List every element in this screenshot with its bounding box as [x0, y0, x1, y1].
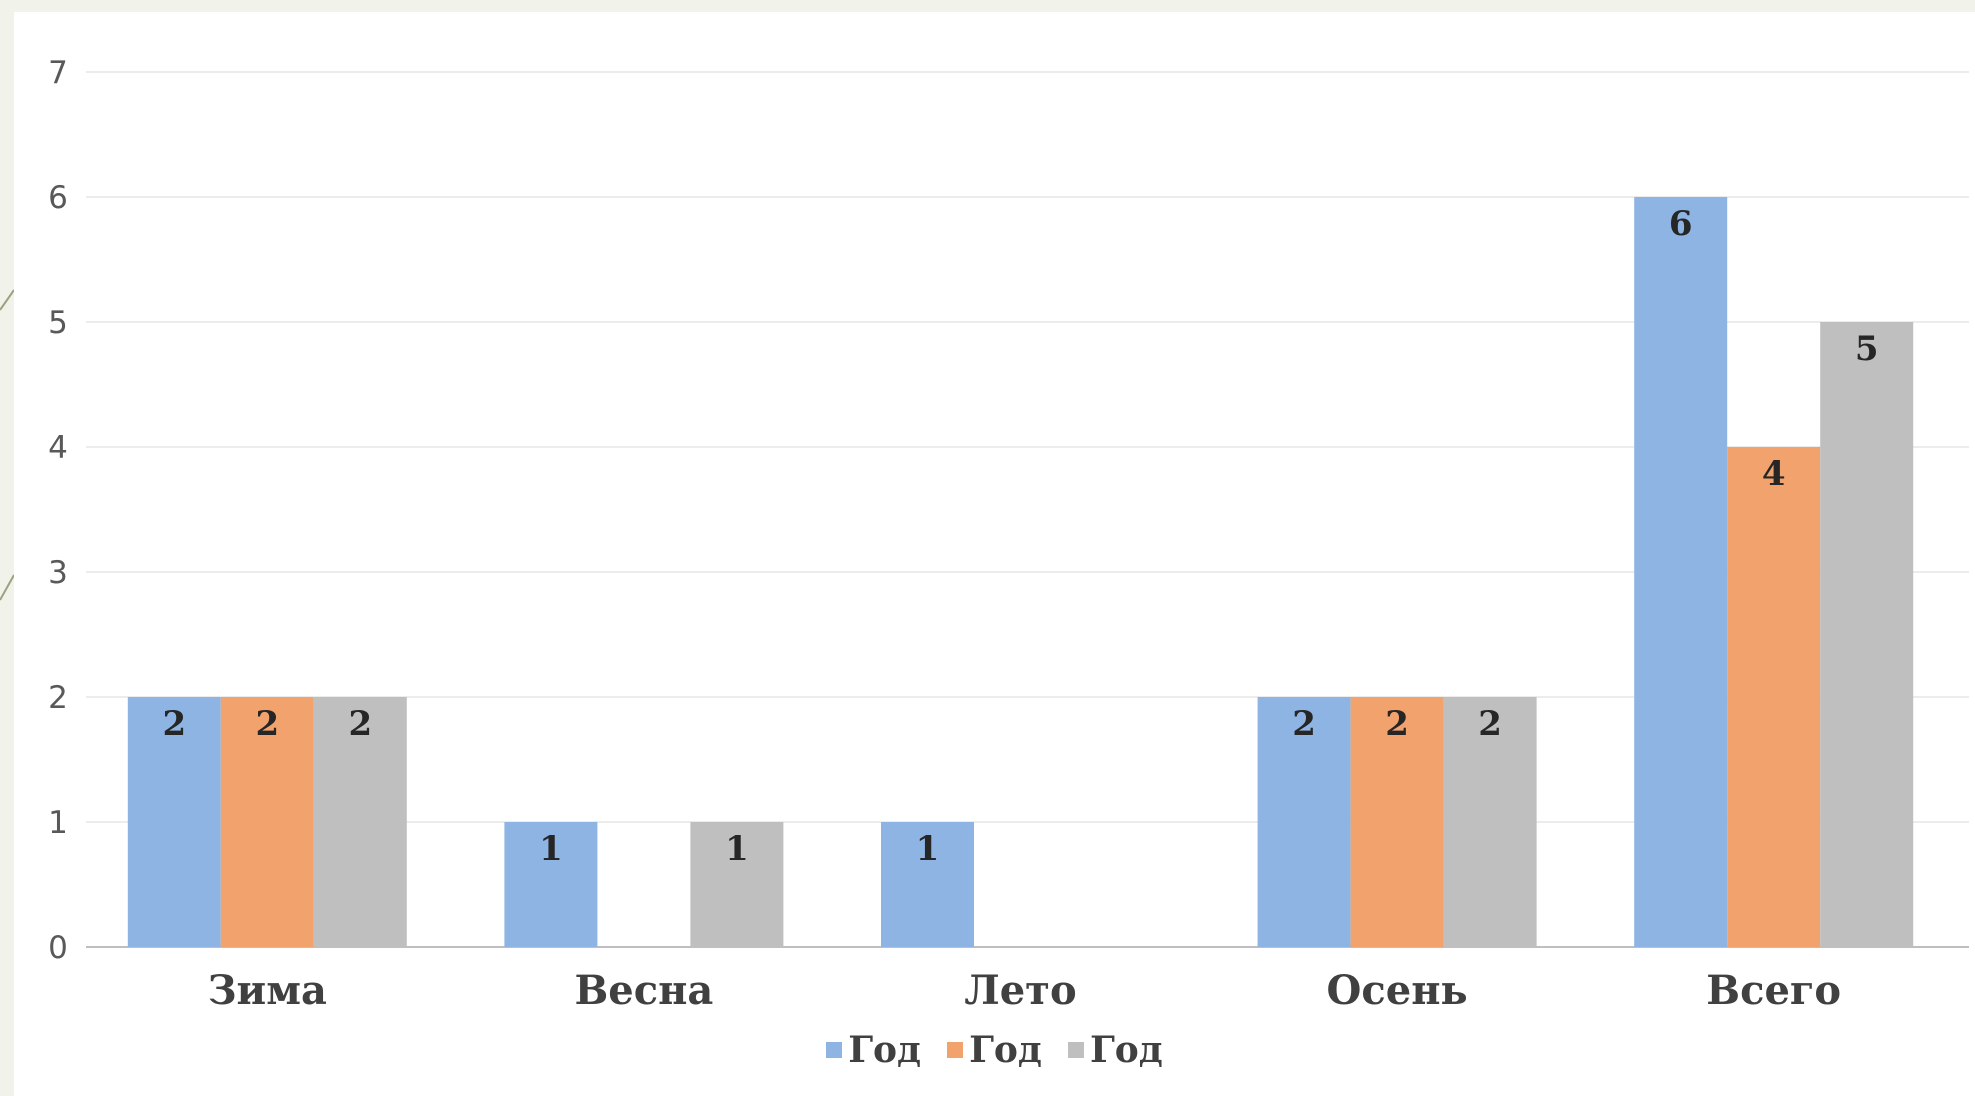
bar [220, 697, 314, 947]
x-category-label: Всего [1706, 967, 1841, 1014]
x-category-label: Весна [574, 967, 713, 1014]
x-category-label: Зима [208, 967, 327, 1014]
y-tick-label: 7 [48, 55, 68, 91]
bar-chart: 0 1 2 3 4 5 6 7 2 2 2 Зима 1 1 Весна 1 Лето 2 2 2 Осень 6 4 5 Вс… [48, 55, 1969, 1014]
bar [881, 822, 974, 947]
bar [1727, 447, 1821, 947]
legend-label: Год [969, 1029, 1042, 1071]
bar [127, 697, 221, 947]
decor-line [0, 574, 15, 601]
x-category-label: Осень [1327, 967, 1468, 1014]
y-tick-label: 4 [48, 430, 68, 466]
y-tick-label: 2 [48, 680, 68, 716]
legend-label: Год [848, 1029, 922, 1071]
data-label: 4 [1762, 454, 1786, 494]
decor-line [0, 289, 15, 311]
bar [1443, 697, 1537, 947]
bar [1350, 697, 1444, 947]
bar [1634, 197, 1728, 947]
y-tick-label: 3 [48, 555, 68, 591]
data-label: 2 [162, 704, 186, 744]
legend-swatch [1067, 1042, 1084, 1058]
y-tick-label: 0 [48, 930, 68, 966]
bar [690, 822, 784, 947]
data-label: 1 [916, 829, 940, 869]
legend-item: Год [826, 1029, 921, 1071]
legend-swatch [947, 1042, 964, 1058]
bar [1820, 322, 1914, 947]
y-tick-label: 6 [48, 180, 68, 216]
data-label: 2 [1292, 704, 1316, 744]
bar [504, 822, 598, 947]
data-label: 1 [725, 829, 749, 869]
data-label: 2 [1478, 704, 1502, 744]
data-label: 2 [348, 704, 372, 744]
legend-label: Год [1089, 1029, 1163, 1071]
legend-item: Год [947, 1029, 1042, 1071]
data-label: 2 [1385, 704, 1409, 744]
bar [313, 697, 407, 947]
data-label: 1 [539, 829, 563, 869]
legend-swatch [826, 1042, 843, 1058]
data-label: 6 [1669, 204, 1693, 244]
data-label: 5 [1855, 329, 1879, 369]
data-label: 2 [255, 704, 279, 744]
y-tick-label: 5 [48, 305, 68, 341]
legend: Год Год Год [14, 1029, 1975, 1071]
x-category-label: Лето [964, 967, 1076, 1014]
chart-area: 0 1 2 3 4 5 6 7 2 2 2 Зима 1 1 Весна 1 Лето 2 2 2 Осень 6 4 5 Вс… [14, 12, 1975, 1096]
legend-item: Год [1067, 1029, 1163, 1071]
y-tick-label: 1 [48, 805, 68, 841]
bar [1257, 697, 1351, 947]
